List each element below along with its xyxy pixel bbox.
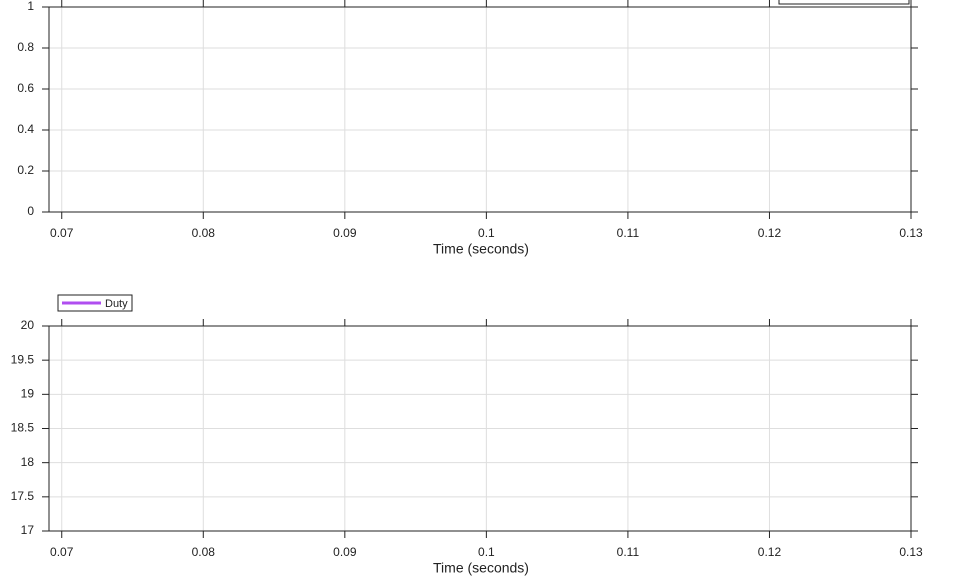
x-tick-label: 0.07: [50, 226, 74, 240]
y-tick-label: 0.2: [17, 163, 34, 177]
y-tick-label: 19.5: [11, 352, 35, 366]
plot-frame: [48, 6, 912, 213]
y-tick-label: 0: [27, 204, 34, 218]
x-tick-label: 0.08: [192, 545, 216, 559]
x-tick-label: 0.13: [899, 545, 923, 559]
x-tick-label: 0.12: [758, 226, 782, 240]
x-tick-label: 0.08: [192, 226, 216, 240]
x-axis-label: Time (seconds): [433, 560, 529, 576]
y-tick-label: 19: [21, 387, 35, 401]
y-tick-label: 0.4: [17, 122, 34, 136]
x-tick-label: 0.13: [899, 226, 923, 240]
y-tick-label: 1: [27, 0, 34, 13]
x-tick-label: 0.12: [758, 545, 782, 559]
y-tick-label: 18.5: [11, 421, 35, 435]
y-tick-label: 20: [21, 318, 35, 332]
y-tick-label: 17.5: [11, 489, 35, 503]
y-tick-label: 17: [21, 523, 35, 537]
x-tick-label: 0.1: [478, 226, 495, 240]
legend-label: Duty: [105, 298, 128, 310]
x-tick-label: 0.11: [617, 545, 640, 559]
x-tick-label: 0.07: [50, 545, 74, 559]
x-axis-label: Time (seconds): [433, 241, 529, 257]
x-tick-label: 0.11: [617, 226, 640, 240]
legend-box-clipped: [778, 0, 910, 5]
y-tick-label: 0.6: [17, 81, 34, 95]
y-tick-label: 0.8: [17, 40, 34, 54]
x-tick-label: 0.09: [333, 545, 357, 559]
x-tick-label: 0.1: [478, 545, 495, 559]
plot-frame: [48, 325, 912, 532]
x-tick-label: 0.09: [333, 226, 357, 240]
y-tick-label: 18: [21, 455, 35, 469]
